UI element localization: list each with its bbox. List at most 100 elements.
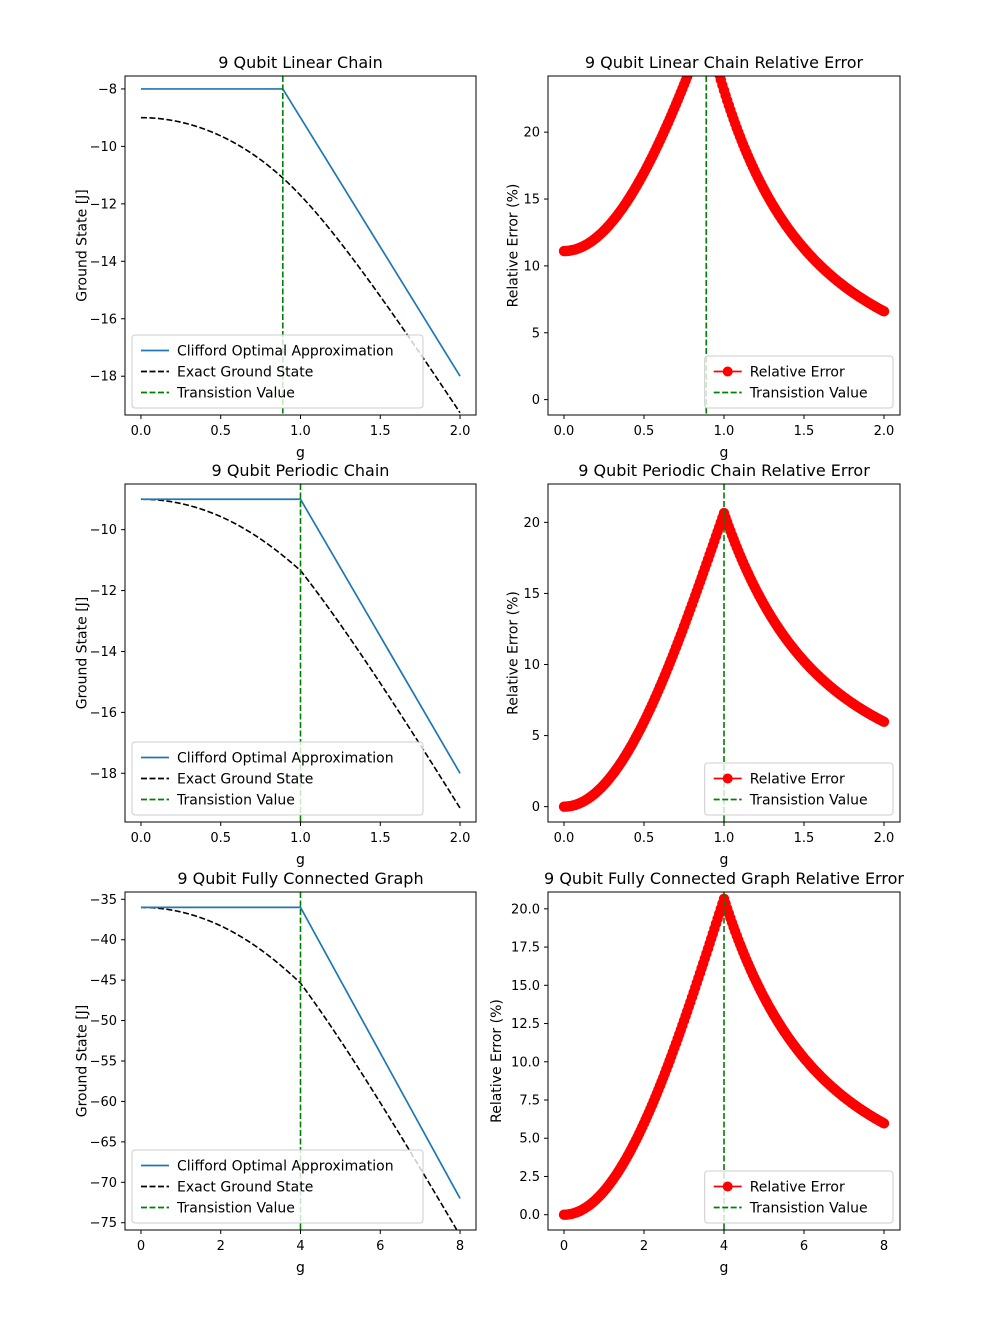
relative-error-point	[700, 25, 710, 35]
y-tick-label: 12.5	[511, 1017, 540, 1032]
legend-marker	[722, 366, 733, 377]
x-axis-label: g	[296, 445, 305, 461]
y-tick-label: −14	[90, 645, 117, 660]
y-tick-label: 2.5	[519, 1170, 540, 1185]
y-axis-label: Ground State [J]	[74, 189, 90, 302]
legend-label: Exact Ground State	[177, 365, 313, 381]
y-tick-label: −18	[90, 370, 117, 385]
legend-frame	[131, 1149, 424, 1224]
series-exact-ground-state	[140, 906, 458, 1230]
y-tick-label: −35	[90, 893, 117, 908]
x-tick-label: 1.0	[290, 831, 311, 846]
y-tick-label: −8	[98, 82, 117, 97]
relative-error-point	[878, 306, 890, 317]
relative-error-point	[878, 1118, 890, 1129]
y-tick-label: −50	[90, 1014, 117, 1029]
legend-label: Exact Ground State	[177, 772, 313, 788]
legend: Clifford Optimal Approximation Exact Grou…	[131, 741, 424, 816]
series-clifford-approximation	[140, 906, 461, 1199]
legend-label: Transistion Value	[749, 386, 868, 402]
legend: Clifford Optimal Approximation Exact Grou…	[131, 334, 424, 409]
chart-panel-4: 0.0 0.5 1.0 1.5 2.0 0 5 10 15 20 9 Qubit Periodic …	[506, 461, 901, 868]
x-tick-label: 6	[800, 1239, 808, 1254]
relative-error-point	[701, 22, 711, 32]
x-tick-label: 2.0	[874, 424, 895, 439]
y-tick-label: 15	[523, 193, 540, 208]
y-tick-label: −40	[90, 933, 117, 948]
y-axis-label: Relative Error (%)	[506, 591, 522, 715]
y-tick-label: −18	[90, 767, 117, 782]
x-tick-label: 2.0	[450, 424, 471, 439]
y-tick-label: −65	[90, 1135, 117, 1150]
x-tick-label: 0	[560, 1239, 568, 1254]
chart-title: 9 Qubit Fully Connected Graph Relative E…	[544, 869, 904, 888]
legend: Relative Error Transistion Value	[704, 355, 894, 409]
x-tick-label: 2.0	[874, 831, 895, 846]
chart-title: 9 Qubit Periodic Chain	[212, 461, 390, 480]
x-tick-label: 1.0	[290, 424, 311, 439]
y-tick-label: −70	[90, 1176, 117, 1191]
x-axis-label: g	[720, 1260, 729, 1276]
x-tick-label: 2	[217, 1239, 225, 1254]
y-tick-label: 15.0	[511, 979, 540, 994]
x-tick-label: 0.0	[554, 424, 575, 439]
y-axis-label: Ground State [J]	[74, 1005, 90, 1118]
plot-area	[558, 484, 890, 822]
chart-title: 9 Qubit Periodic Chain Relative Error	[578, 461, 870, 480]
legend-label: Transistion Value	[749, 793, 868, 809]
y-tick-label: 15	[523, 587, 540, 602]
chart-panel-3: 0.0 0.5 1.0 1.5 2.0 −10 −12 −14 −16 −18 9 Qubit Pe…	[74, 461, 477, 868]
legend: Relative Error Transistion Value	[704, 1170, 894, 1224]
y-tick-label: −16	[90, 706, 117, 721]
y-tick-label: 0	[532, 800, 540, 815]
x-tick-label: 8	[880, 1239, 888, 1254]
plot-area	[558, 892, 890, 1230]
chart-panel-5: 0 2 4 6 8 −35 −40 −45 −50 −55 −60 −65 −70 −75 9 Qubit …	[74, 869, 477, 1276]
relative-error-point	[704, 34, 714, 44]
chart-title: 9 Qubit Fully Connected Graph	[177, 869, 423, 888]
series-clifford-approximation	[140, 498, 461, 774]
y-tick-label: 5.0	[519, 1132, 540, 1147]
y-tick-label: 5	[532, 729, 540, 744]
x-tick-label: 1.0	[714, 831, 735, 846]
chart-panel-1: 0.0 0.5 1.0 1.5 2.0 −8 −10 −12 −14 −16 −18 9 Qubit …	[74, 53, 477, 461]
y-tick-label: −10	[90, 140, 117, 155]
x-tick-label: 4	[720, 1239, 728, 1254]
legend-marker	[722, 773, 733, 784]
legend-label: Clifford Optimal Approximation	[177, 751, 394, 767]
y-tick-label: 10.0	[511, 1055, 540, 1070]
y-tick-label: −75	[90, 1216, 117, 1231]
legend-label: Relative Error	[750, 365, 845, 381]
legend-label: Transistion Value	[176, 386, 295, 402]
legend-label: Clifford Optimal Approximation	[177, 1159, 394, 1175]
y-tick-label: 17.5	[511, 941, 540, 956]
x-tick-label: 0.5	[634, 424, 655, 439]
plot-area	[558, 22, 890, 415]
y-tick-label: 20	[523, 516, 540, 531]
y-tick-label: 0	[532, 393, 540, 408]
legend-frame	[131, 334, 424, 409]
y-tick-label: −16	[90, 312, 117, 327]
y-tick-label: 20	[523, 126, 540, 141]
x-axis-label: g	[720, 852, 729, 868]
y-tick-label: 0.0	[519, 1208, 540, 1223]
x-tick-label: 4	[296, 1239, 304, 1254]
y-tick-label: −45	[90, 974, 117, 989]
y-axis-label: Ground State [J]	[74, 597, 90, 710]
legend-frame	[704, 762, 894, 816]
legend-label: Relative Error	[750, 1180, 845, 1196]
y-tick-label: −14	[90, 255, 117, 270]
x-tick-label: 0	[137, 1239, 145, 1254]
series-exact-ground-state	[140, 116, 461, 414]
y-axis-label: Relative Error (%)	[506, 184, 522, 308]
relative-error-point	[696, 34, 706, 44]
y-tick-label: 20.0	[511, 902, 540, 917]
x-tick-label: 2	[640, 1239, 648, 1254]
relative-error-point	[698, 29, 708, 39]
legend-label: Transistion Value	[176, 1201, 295, 1217]
x-axis-label: g	[720, 445, 729, 461]
x-tick-label: 0.5	[210, 424, 231, 439]
relative-error-point	[693, 42, 703, 52]
x-tick-label: 8	[456, 1239, 464, 1254]
x-tick-label: 0.5	[210, 831, 231, 846]
